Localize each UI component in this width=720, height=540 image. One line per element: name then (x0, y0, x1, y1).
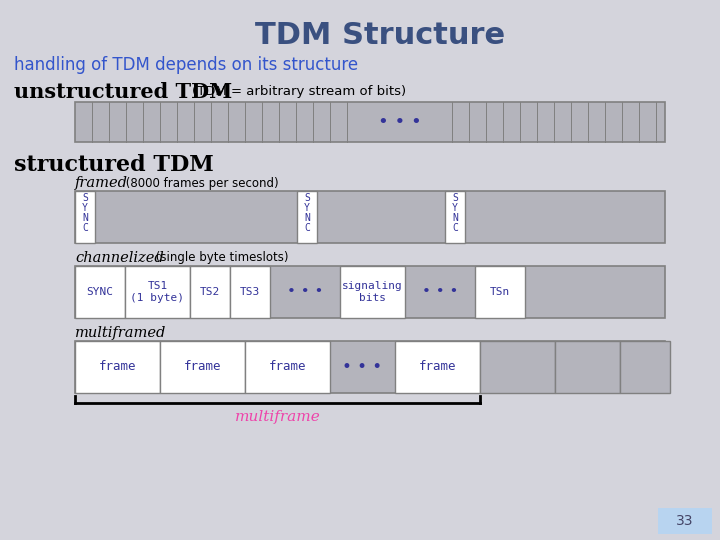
Text: • • •: • • • (422, 285, 458, 299)
Bar (555, 341, 620, 393)
Bar (475, 266, 525, 318)
Text: C: C (452, 223, 458, 233)
Text: (TDM = arbitrary stream of bits): (TDM = arbitrary stream of bits) (192, 85, 406, 98)
Bar (75, 266, 125, 318)
Text: TDM Structure: TDM Structure (255, 21, 505, 50)
Text: • • •: • • • (343, 359, 382, 375)
Text: frame: frame (184, 361, 221, 374)
Text: S: S (452, 193, 458, 203)
Text: Y: Y (304, 203, 310, 213)
Text: Y: Y (82, 203, 88, 213)
Bar (340, 266, 405, 318)
Bar (395, 341, 480, 393)
Text: (8000 frames per second): (8000 frames per second) (122, 177, 279, 190)
Text: TS1
(1 byte): TS1 (1 byte) (130, 281, 184, 303)
Bar (658, 508, 712, 534)
Text: TSn: TSn (490, 287, 510, 297)
Text: TS2: TS2 (200, 287, 220, 297)
Bar (445, 191, 465, 243)
Bar (75, 341, 160, 393)
Text: • • •: • • • (287, 285, 323, 299)
Text: S: S (82, 193, 88, 203)
Text: TS3: TS3 (240, 287, 260, 297)
Text: • • •: • • • (378, 113, 422, 131)
Bar (75, 102, 665, 142)
Text: N: N (304, 213, 310, 223)
Text: C: C (82, 223, 88, 233)
Text: S: S (304, 193, 310, 203)
Bar (620, 341, 670, 393)
Bar (297, 191, 317, 243)
Text: N: N (82, 213, 88, 223)
Text: unstructured TDM: unstructured TDM (14, 82, 233, 102)
Bar (480, 341, 555, 393)
Text: frame: frame (419, 361, 456, 374)
Text: (single byte timeslots): (single byte timeslots) (152, 252, 289, 265)
Bar (125, 266, 190, 318)
Text: handling of TDM depends on its structure: handling of TDM depends on its structure (14, 56, 358, 74)
Bar (230, 266, 270, 318)
Text: SYNC: SYNC (86, 287, 114, 297)
Bar (160, 341, 245, 393)
Text: channelized: channelized (75, 251, 163, 265)
Text: signaling
bits: signaling bits (342, 281, 403, 303)
Bar (245, 341, 330, 393)
Text: Y: Y (452, 203, 458, 213)
Text: structured TDM: structured TDM (14, 154, 214, 176)
Text: multiframe: multiframe (235, 410, 320, 424)
Bar (75, 266, 665, 318)
Bar (75, 341, 665, 393)
Text: N: N (452, 213, 458, 223)
Text: 33: 33 (676, 514, 694, 528)
Text: C: C (304, 223, 310, 233)
Text: frame: frame (269, 361, 306, 374)
Bar (190, 266, 230, 318)
Bar (75, 191, 95, 243)
Text: framed: framed (75, 176, 128, 190)
Text: frame: frame (99, 361, 136, 374)
Text: multiframed: multiframed (75, 326, 166, 340)
Bar (75, 191, 665, 243)
